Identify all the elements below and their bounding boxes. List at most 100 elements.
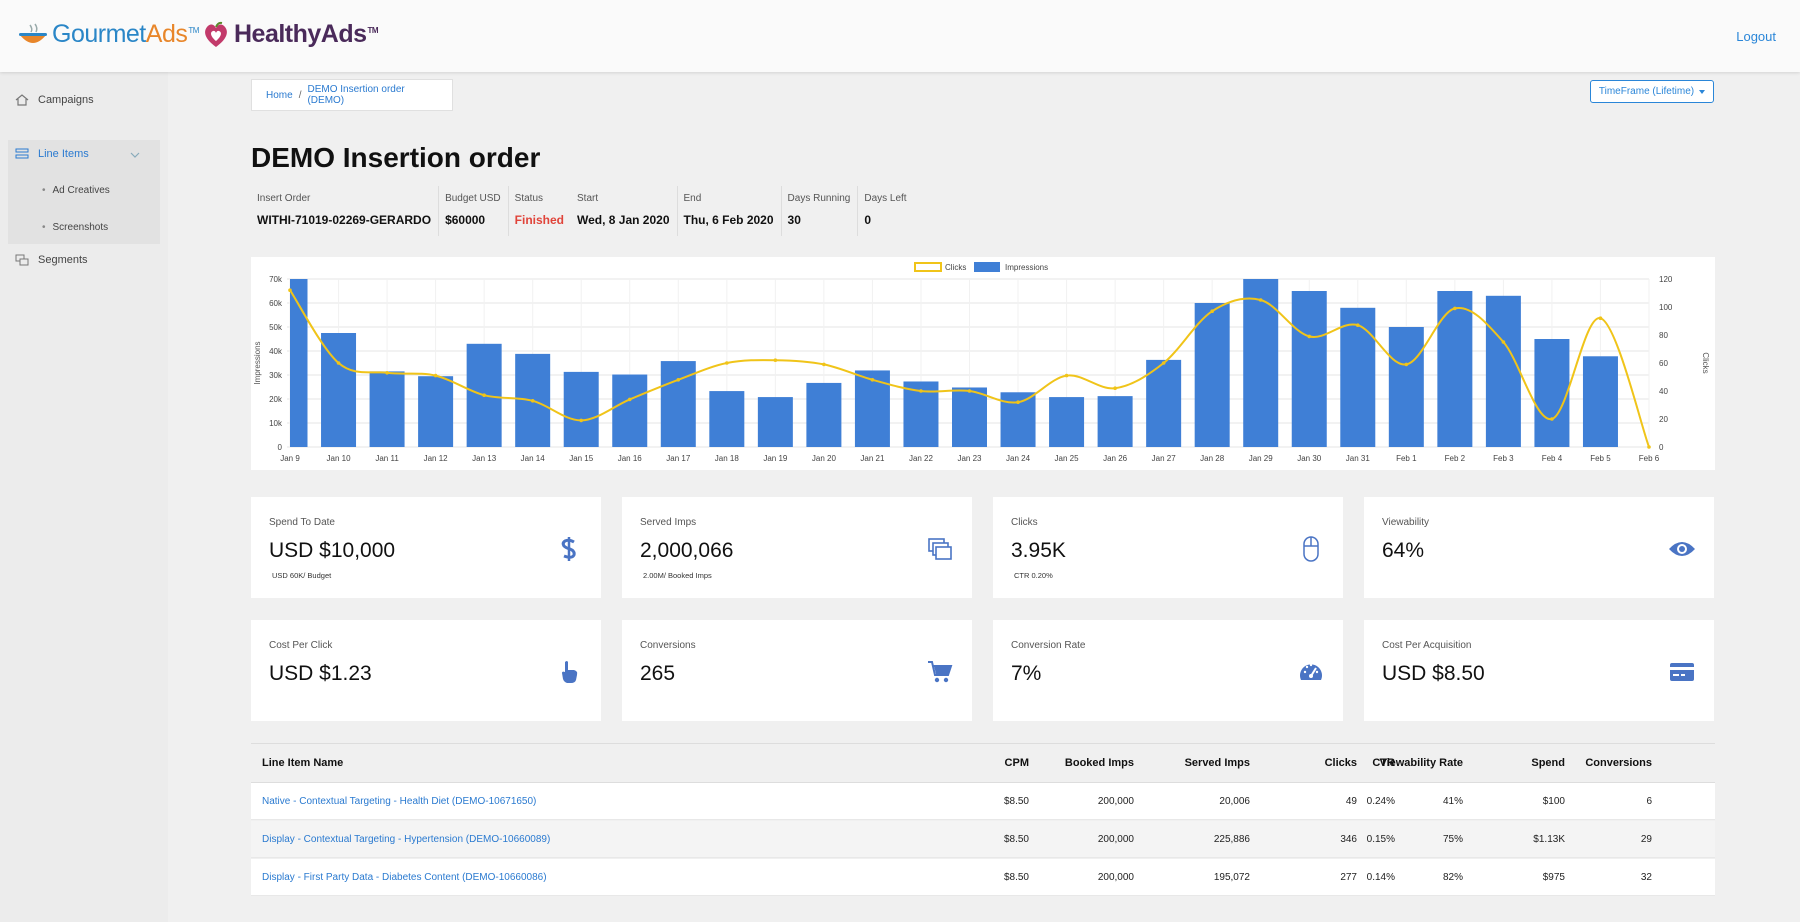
meta-end: End Thu, 6 Feb 2020 (678, 186, 782, 236)
credit-card-icon (1668, 658, 1696, 686)
cell-ctr: 0.24% (1366, 795, 1395, 807)
bar (1146, 359, 1182, 447)
x-tick-label: Jan 26 (1103, 454, 1128, 463)
clicks-point (1501, 340, 1506, 344)
bar (1097, 396, 1133, 447)
bar (1291, 291, 1327, 447)
legend-swatch-clicks (914, 262, 942, 272)
cell-cpm: $8.50 (1003, 795, 1029, 807)
sidebar-item-line-items[interactable]: Line Items (0, 148, 168, 160)
x-tick-label: Jan 24 (1006, 454, 1031, 463)
timeframe-label: TimeFrame (Lifetime) (1598, 86, 1695, 97)
x-tick-label: Jan 17 (666, 454, 691, 463)
line-item-link[interactable]: Native - Contextual Targeting - Health D… (262, 795, 537, 807)
timeframe-dropdown[interactable]: TimeFrame (Lifetime) (1590, 80, 1714, 103)
line-item-link[interactable]: Display - First Party Data - Diabetes Co… (262, 871, 547, 883)
performance-chart: 0 10k 20k 30k 40k 50k 60k 70k 0 20 40 60 80 100 120 Imp… (253, 262, 1710, 463)
segments-icon (15, 254, 29, 266)
x-tick-label: Feb 5 (1590, 454, 1611, 463)
bar (1485, 295, 1521, 447)
y-tick-label: 20k (269, 395, 283, 404)
kpi-label: Cost Per Acquisition (1382, 640, 1472, 651)
kpi-value: 7% (1011, 662, 1042, 685)
meta-label: Status (514, 193, 544, 204)
sidebar-item-label: Campaigns (38, 94, 94, 106)
meta-label: End (683, 193, 702, 204)
y-tick-label: 0 (278, 443, 283, 452)
gauge-icon (1297, 658, 1325, 686)
kpi-label: Cost Per Click (269, 640, 333, 651)
meta-start: Start Wed, 8 Jan 2020 (571, 186, 678, 236)
meta-value: 0 (864, 213, 872, 227)
bar (612, 374, 648, 447)
sidebar-item-segments[interactable]: Segments (0, 254, 168, 266)
y-tick-label: 30k (269, 371, 283, 380)
kpi-value: 64% (1382, 539, 1425, 562)
kpi-value: USD $1.23 (269, 662, 372, 685)
clicks-point (967, 389, 972, 393)
column-header-clicks[interactable]: Clicks (1324, 757, 1357, 769)
bar (952, 387, 987, 447)
breadcrumb-home-link[interactable]: Home (266, 89, 293, 101)
clicks-point (336, 361, 341, 365)
y-axis-label: Impressions (253, 341, 262, 384)
bar (709, 391, 745, 447)
clicks-point (1210, 309, 1214, 313)
sidebar-item-label: Line Items (38, 148, 89, 160)
column-header-booked-imps[interactable]: Booked Imps (1064, 757, 1134, 769)
bar (806, 382, 842, 447)
kpi-value: 3.95K (1011, 539, 1066, 562)
healthyads-logo[interactable]: HealthyAdsTM (202, 20, 379, 49)
column-header-viewability[interactable]: Viewability Rate (1379, 757, 1463, 769)
cell-viewability: 41% (1442, 795, 1463, 807)
cell-cpm: $8.50 (1003, 833, 1029, 845)
column-header-conversions[interactable]: Conversions (1585, 757, 1652, 769)
x-tick-label: Jan 9 (280, 454, 300, 463)
cell-served-imps: 20,006 (1219, 795, 1250, 807)
sidebar-item-campaigns[interactable]: Campaigns (0, 94, 168, 106)
x-tick-label: Jan 16 (618, 454, 643, 463)
column-header-served-imps[interactable]: Served Imps (1184, 757, 1250, 769)
column-header-spend[interactable]: Spend (1531, 757, 1565, 769)
gourmetads-logo[interactable]: GourmetAdsTM (18, 20, 199, 49)
x-tick-label: Jan 12 (424, 454, 449, 463)
column-header-cpm[interactable]: CPM (1004, 757, 1029, 769)
column-header-ctr[interactable]: CTR (1372, 757, 1395, 769)
bar (1388, 327, 1424, 447)
x-tick-label: Feb 2 (1445, 454, 1466, 463)
meta-label: Days Running (787, 193, 851, 204)
copy-icon (926, 535, 954, 563)
x-tick-label: Jan 10 (327, 454, 352, 463)
y-tick-label: 70k (269, 275, 283, 284)
column-header-name[interactable]: Line Item Name (262, 757, 344, 769)
cell-spend: $1.13K (1533, 833, 1565, 845)
x-tick-label: Feb 4 (1542, 454, 1563, 463)
home-icon (15, 94, 29, 106)
x-tick-label: Jan 25 (1055, 454, 1080, 463)
clicks-point (385, 371, 389, 375)
bar (854, 370, 890, 447)
kpi-cost-per-click: Cost Per Click USD $1.23 (251, 620, 601, 721)
kpi-value: USD $10,000 (269, 539, 396, 562)
kpi-label: Viewability (1382, 517, 1430, 528)
chevron-down-icon (130, 152, 140, 158)
line-item-link[interactable]: Display - Contextual Targeting - Hyperte… (262, 833, 551, 845)
kpi-viewability: Viewability 64% (1364, 497, 1714, 598)
meta-value: WITHI-71019-02269-GERARDO (257, 213, 432, 227)
x-tick-label: Jan 29 (1249, 454, 1274, 463)
clicks-point (1113, 386, 1117, 390)
bar (369, 371, 405, 447)
logout-link[interactable]: Logout (1736, 29, 1776, 44)
kpi-label: Conversion Rate (1011, 640, 1086, 651)
kpi-label: Served Imps (640, 517, 697, 528)
kpi-cost-per-acquisition: Cost Per Acquisition USD $8.50 (1364, 620, 1714, 721)
sidebar-subitem-ad-creatives[interactable]: Ad Creatives (42, 185, 110, 196)
x-tick-label: Feb 3 (1493, 454, 1514, 463)
legend-label-clicks: Clicks (945, 263, 966, 272)
cell-clicks: 277 (1340, 871, 1357, 883)
clicks-point (773, 358, 778, 362)
breadcrumb-current-link[interactable]: DEMO Insertion order (DEMO) (307, 84, 405, 106)
sidebar-subitem-screenshots[interactable]: Screenshots (42, 222, 109, 233)
sidebar-item-label: Segments (38, 254, 88, 266)
meta-label: Insert Order (257, 193, 311, 204)
